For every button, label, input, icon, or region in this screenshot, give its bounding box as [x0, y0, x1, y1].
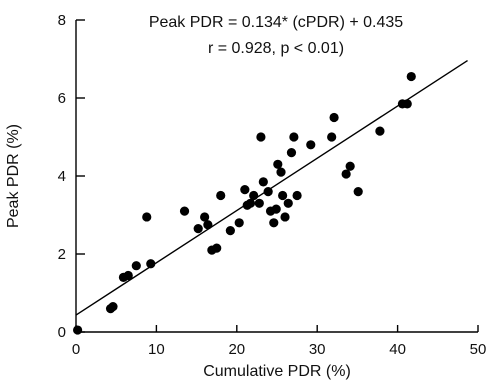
- data-point: [276, 167, 286, 177]
- data-point: [142, 212, 152, 222]
- y-tick-label: 2: [58, 246, 66, 263]
- data-point: [193, 224, 203, 234]
- data-point: [203, 220, 213, 230]
- data-point: [146, 259, 156, 269]
- data-point: [123, 270, 133, 281]
- data-point: [240, 185, 250, 195]
- data-point: [345, 161, 355, 171]
- data-point: [256, 132, 266, 142]
- data-point: [286, 148, 297, 158]
- chart-axes: [75, 20, 478, 333]
- data-point: [375, 126, 385, 136]
- data-point: [254, 198, 264, 208]
- data-point: [225, 226, 235, 236]
- data-point: [263, 187, 273, 197]
- data-point: [292, 190, 302, 201]
- y-tick-label: 6: [58, 90, 66, 107]
- correlation-annotation: r = 0.928, p < 0.01): [208, 40, 344, 57]
- regression-equation-annotation: Peak PDR = 0.134* (cPDR) + 0.435: [149, 14, 403, 31]
- data-point: [258, 177, 268, 187]
- data-point: [216, 190, 226, 201]
- regression-line: [75, 59, 468, 316]
- y-tick-label: 8: [58, 12, 66, 29]
- data-point: [245, 198, 256, 208]
- x-tick-label: 20: [228, 341, 245, 358]
- data-points: [73, 71, 416, 335]
- x-tick-label: 50: [470, 341, 487, 358]
- data-point: [273, 159, 283, 169]
- axis-labels: Cumulative PDR (%) Peak PDR (%): [5, 124, 351, 380]
- data-point: [234, 218, 244, 228]
- data-point: [200, 212, 210, 222]
- chart-annotations: Peak PDR = 0.134* (cPDR) + 0.435 r = 0.9…: [149, 14, 403, 57]
- y-tick-label: 0: [58, 324, 66, 341]
- x-tick-label: 0: [72, 341, 80, 358]
- y-axis-ticks: 0 2 4 6 8: [58, 12, 85, 341]
- x-tick-label: 40: [389, 341, 406, 358]
- data-point: [402, 99, 412, 109]
- data-point: [179, 206, 190, 216]
- data-point: [212, 243, 222, 253]
- data-point: [269, 218, 279, 228]
- x-tick-label: 10: [148, 341, 165, 358]
- data-point: [306, 140, 316, 150]
- data-point: [341, 169, 351, 179]
- data-point: [283, 198, 293, 208]
- data-point: [289, 132, 299, 142]
- x-tick-label: 30: [309, 341, 326, 358]
- data-point: [406, 71, 416, 82]
- data-point: [108, 302, 118, 312]
- data-point: [329, 112, 339, 123]
- data-point: [327, 132, 337, 142]
- data-point: [271, 204, 281, 214]
- data-point: [131, 261, 141, 271]
- data-point: [73, 325, 83, 335]
- data-point: [278, 190, 288, 201]
- data-point: [353, 187, 363, 197]
- x-axis-ticks: 0 10 20 30 40 50: [72, 325, 487, 358]
- x-axis-label: Cumulative PDR (%): [203, 363, 351, 380]
- data-point: [280, 212, 290, 222]
- y-axis-label: Peak PDR (%): [5, 124, 22, 228]
- data-point: [249, 190, 259, 201]
- y-tick-label: 4: [58, 168, 66, 185]
